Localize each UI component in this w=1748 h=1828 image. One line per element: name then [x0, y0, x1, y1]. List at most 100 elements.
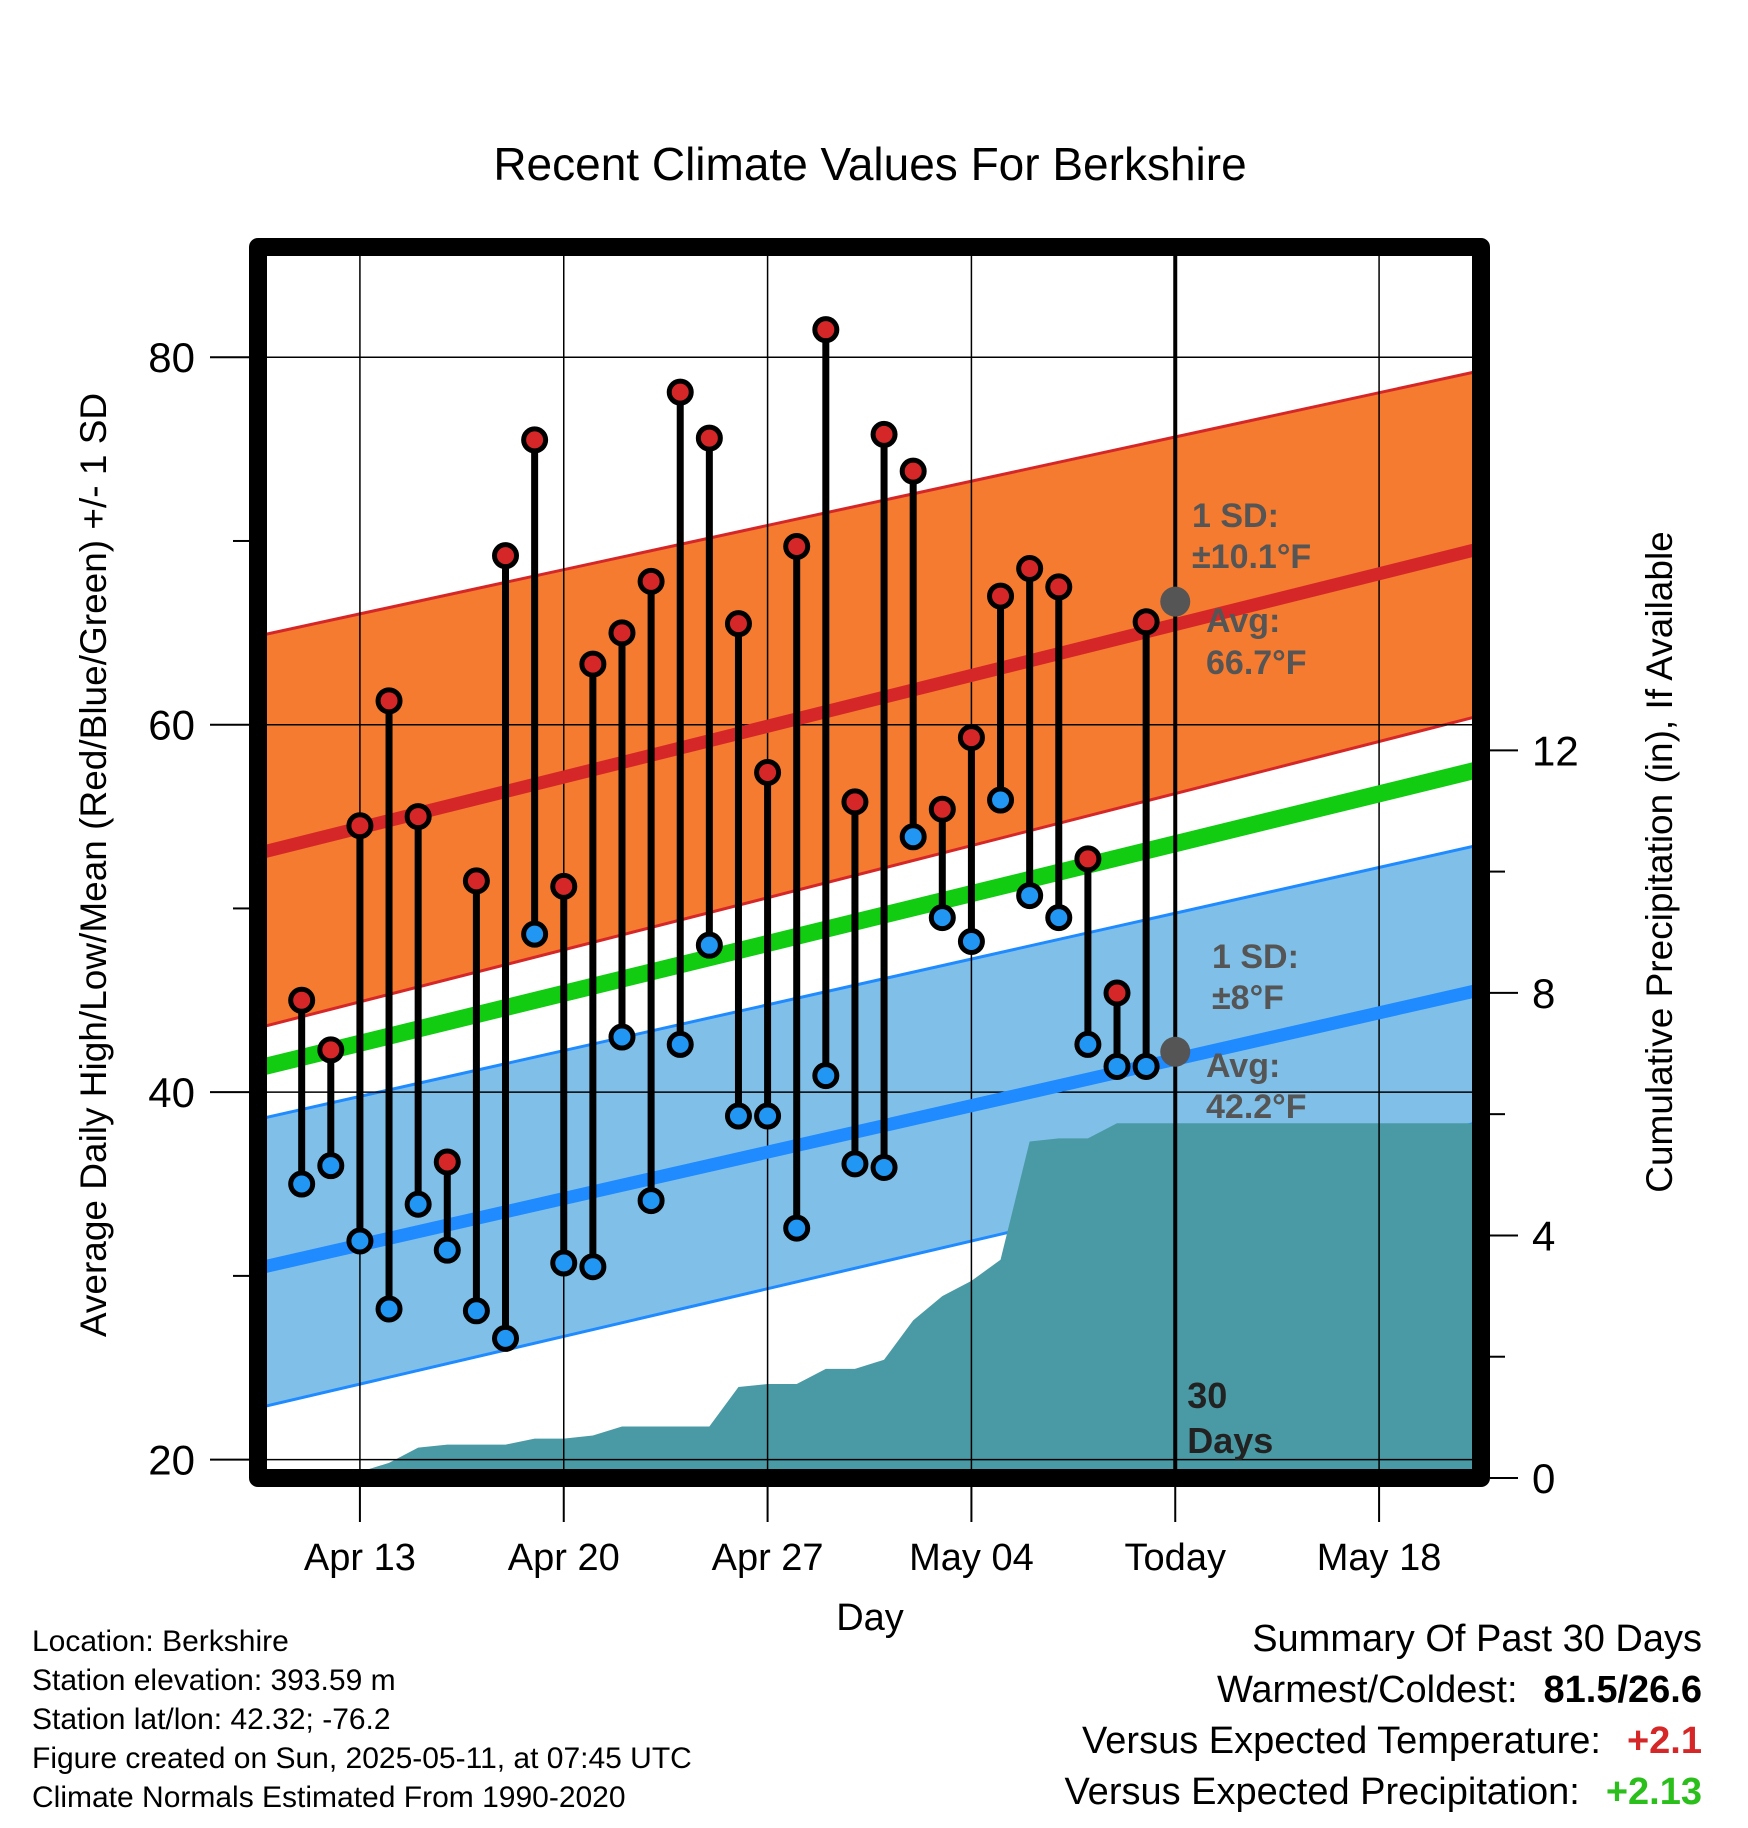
low-point: [928, 904, 956, 932]
high-point: [637, 567, 665, 595]
temp-value: +2.1: [1626, 1720, 1702, 1762]
high-point: [1074, 845, 1102, 873]
low-point: [1045, 904, 1073, 932]
high-point: [346, 812, 374, 840]
high-point: [288, 986, 316, 1014]
x-tick-label: Apr 20: [508, 1537, 620, 1579]
low-point: [521, 920, 549, 948]
low-point: [550, 1249, 578, 1277]
y-axis-label: Average Daily High/Low/Mean (Red/Blue/Gr…: [73, 393, 114, 1337]
high-sd-band-upper-edge: [257, 369, 1482, 638]
low-point: [375, 1295, 403, 1323]
low-point: [1074, 1030, 1102, 1058]
low-point: [1132, 1052, 1160, 1080]
y-tick-label: 20: [148, 1437, 195, 1484]
high-avg-dot: [1160, 586, 1191, 617]
latlon-text: Station lat/lon: 42.32; -76.2: [32, 1703, 391, 1736]
precip-label: Versus Expected Precipitation:: [1064, 1771, 1580, 1813]
low-point: [1103, 1052, 1131, 1080]
temp-label: Versus Expected Temperature:: [1082, 1720, 1601, 1762]
precipitation-fill: [301, 1123, 1481, 1478]
low-point: [870, 1153, 898, 1181]
high-point: [957, 724, 985, 752]
high-point: [783, 532, 811, 560]
low-avg-dot: [1160, 1036, 1191, 1067]
low-point: [695, 931, 723, 959]
low-point: [812, 1062, 840, 1090]
high-sd-band-lower-edge: [257, 714, 1482, 1030]
normals-text: Climate Normals Estimated From 1990-2020: [32, 1781, 626, 1814]
x-tick-label: Apr 27: [712, 1537, 824, 1579]
y2-tick-label: 4: [1532, 1212, 1555, 1259]
low-avg-label: Avg:: [1206, 1047, 1280, 1085]
high-sd-value: ±10.1°F: [1192, 538, 1311, 576]
high-point: [492, 542, 520, 570]
low-point: [724, 1102, 752, 1130]
mean-high-line: [256, 542, 1483, 860]
created-text: Figure created on Sun, 2025-05-11, at 07…: [32, 1742, 692, 1775]
high-point: [1103, 979, 1131, 1007]
window-label-line: 30: [1187, 1375, 1227, 1416]
low-point: [754, 1102, 782, 1130]
high-point: [317, 1036, 345, 1064]
low-point: [841, 1150, 869, 1178]
low-sd-band-upper-edge: [257, 843, 1482, 1121]
high-point: [987, 582, 1015, 610]
high-point: [870, 420, 898, 448]
y2-axis-label: Cumulative Precipitation (in), If Availa…: [1639, 531, 1680, 1193]
high-point: [754, 758, 782, 786]
low-avg-value: 42.2°F: [1206, 1088, 1307, 1126]
high-avg-label: Avg:: [1206, 602, 1280, 640]
high-point: [1016, 555, 1044, 583]
high-point: [1132, 608, 1160, 636]
y-tick-label: 60: [148, 702, 195, 749]
high-point: [724, 610, 752, 638]
low-point: [404, 1190, 432, 1218]
high-point: [404, 803, 432, 831]
low-point: [637, 1187, 665, 1215]
y2-tick-label: 0: [1532, 1455, 1555, 1502]
high-point: [695, 424, 723, 452]
y-tick-label: 80: [148, 334, 195, 381]
mean-low-line: [256, 983, 1483, 1275]
low-point: [608, 1023, 636, 1051]
low-point: [1016, 882, 1044, 910]
summary-heading: Summary Of Past 30 Days: [1252, 1618, 1702, 1660]
summary-temp-row: Versus Expected Temperature: +2.1: [1064, 1716, 1702, 1767]
high-point: [841, 788, 869, 816]
high-point: [579, 650, 607, 678]
x-tick-label: Apr 13: [304, 1537, 416, 1579]
high-avg-value: 66.7°F: [1206, 644, 1307, 682]
high-point: [375, 687, 403, 715]
low-point: [899, 823, 927, 851]
y2-tick-label: 12: [1532, 727, 1579, 774]
summary-warm-row: Warmest/Coldest: 81.5/26.6: [1064, 1665, 1702, 1716]
location-text: Location: Berkshire: [32, 1625, 289, 1658]
low-point: [317, 1152, 345, 1180]
high-point: [433, 1148, 461, 1176]
low-point: [346, 1227, 374, 1255]
high-point: [608, 619, 636, 647]
high-point: [521, 426, 549, 454]
high-point: [550, 872, 578, 900]
x-tick-label: Today: [1125, 1537, 1226, 1579]
x-tick-label: May 04: [909, 1537, 1034, 1579]
x-axis-label: Day: [836, 1597, 904, 1639]
low-point: [783, 1214, 811, 1242]
warm-value: 81.5/26.6: [1543, 1669, 1702, 1711]
plot-frame: [249, 238, 1490, 1487]
low-point: [666, 1030, 694, 1058]
high-point: [899, 457, 927, 485]
low-point: [957, 928, 985, 956]
plot-border: [249, 238, 1490, 1487]
high-sd-label: 1 SD:: [1192, 497, 1279, 535]
high-point: [1045, 573, 1073, 601]
mean-line: [255, 760, 1484, 1077]
precip-value: +2.13: [1605, 1771, 1702, 1813]
low-point: [288, 1170, 316, 1198]
y2-tick-label: 8: [1532, 970, 1555, 1017]
observations: [288, 316, 1160, 1352]
